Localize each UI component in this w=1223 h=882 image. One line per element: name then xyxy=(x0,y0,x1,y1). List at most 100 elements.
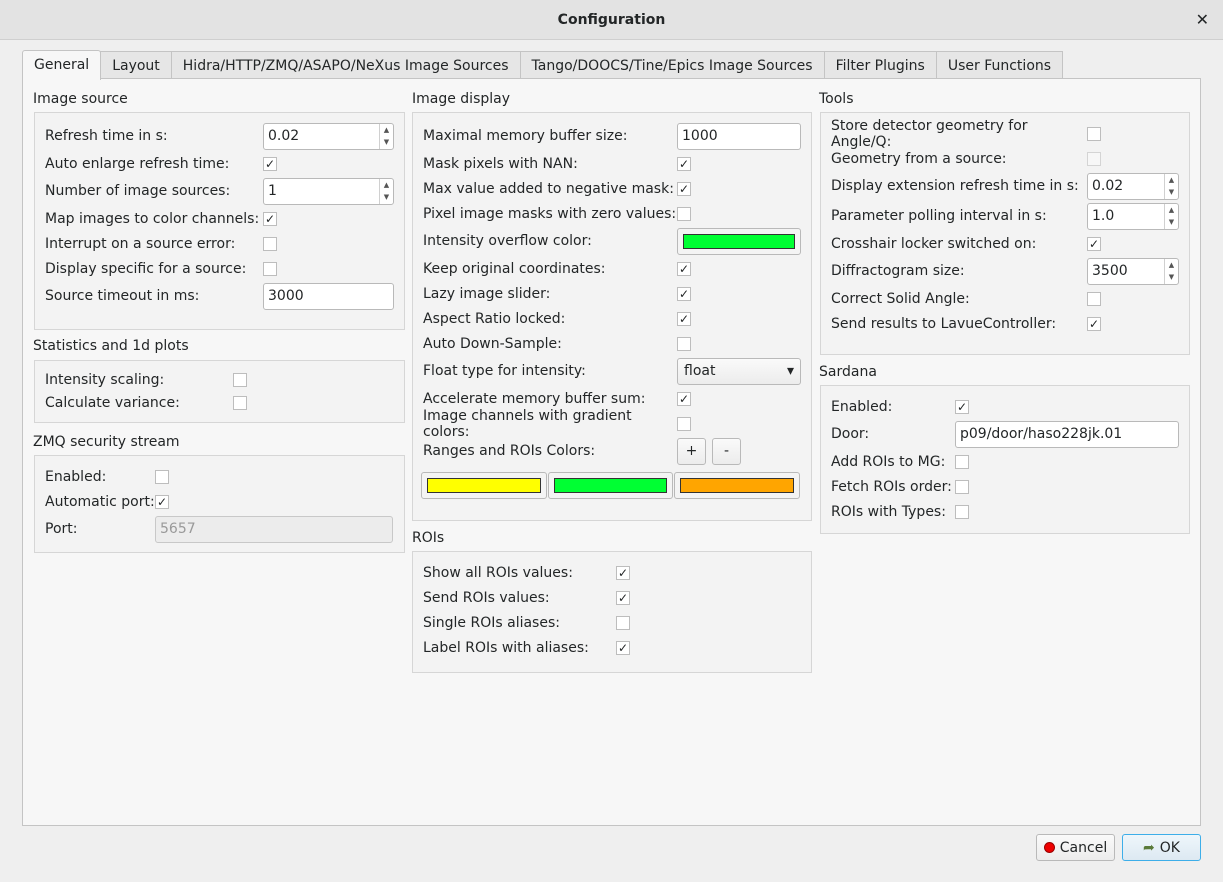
label-door: Door: xyxy=(831,426,870,442)
row-calculate-variance: Calculate variance: xyxy=(45,392,394,415)
checkbox-rois-with-types[interactable] xyxy=(955,504,969,519)
spin-arrows-icon[interactable]: ▲ ▼ xyxy=(379,178,393,204)
checkbox-single-rois-aliases[interactable] xyxy=(616,615,630,630)
checkbox-send-rois-values[interactable]: ✓ xyxy=(616,590,630,605)
row-store-detector-geometry-for-angle-q: Store detector geometry for Angle/Q: xyxy=(831,118,1179,150)
checkbox-map-images-to-color-channels[interactable]: ✓ xyxy=(263,211,277,226)
label-port: Port: xyxy=(45,521,78,537)
spin-arrows-icon[interactable]: ▲ ▼ xyxy=(379,123,393,149)
input-value: 1.0 xyxy=(1092,207,1115,224)
roi-color-button[interactable] xyxy=(547,471,674,499)
add-color-button[interactable]: + xyxy=(677,437,706,465)
checkbox-max-value-added-to-negative-mask[interactable]: ✓ xyxy=(677,181,691,196)
roi-color-button[interactable] xyxy=(674,471,801,499)
tab-tango-doocs-tine-epics-image-sources[interactable]: Tango/DOOCS/Tine/Epics Image Sources xyxy=(519,51,825,79)
close-icon[interactable]: ✕ xyxy=(1195,10,1209,29)
tab-layout[interactable]: Layout xyxy=(100,51,172,79)
label-number-of-image-sources: Number of image sources: xyxy=(45,183,231,199)
checkbox-correct-solid-angle[interactable] xyxy=(1087,291,1101,306)
row-display-extension-refresh-time-in-s: Display extension refresh time in s: 0.02… xyxy=(831,171,1179,201)
checkbox-intensity-scaling[interactable] xyxy=(233,373,247,388)
label-keep-original-coordinates: Keep original coordinates: xyxy=(423,260,606,277)
color-swatch xyxy=(680,477,795,493)
row-door: Door: p09/door/haso228jk.01 xyxy=(831,419,1179,449)
checkbox-show-all-rois-values[interactable]: ✓ xyxy=(616,565,630,580)
row-source-timeout-in-ms: Source timeout in ms: 3000 xyxy=(45,281,394,311)
checkbox-fetch-rois-order[interactable] xyxy=(955,479,969,494)
checkbox-image-channels-with-gradient-colors[interactable] xyxy=(677,416,691,431)
input-value: 5657 xyxy=(160,520,196,537)
input-maximal-memory-buffer-size[interactable]: 1000 xyxy=(677,122,801,150)
checkbox-auto-enlarge-refresh-time[interactable]: ✓ xyxy=(263,156,277,171)
tab-user-functions[interactable]: User Functions xyxy=(935,51,1064,79)
label-send-results-to-lavuecontroller: Send results to LavueController: xyxy=(831,315,1057,332)
row-mask-pixels-with-nan: Mask pixels with NAN: ✓ xyxy=(423,151,801,176)
checkbox-send-results-to-lavuecontroller[interactable]: ✓ xyxy=(1087,316,1101,331)
remove-color-button[interactable]: - xyxy=(712,437,741,465)
checkbox-add-rois-to-mg[interactable] xyxy=(955,454,969,469)
color-swatch xyxy=(553,477,668,493)
ok-icon: ➦ xyxy=(1143,839,1155,856)
tab-hidra-http-zmq-asapo-nexus-image-sources[interactable]: Hidra/HTTP/ZMQ/ASAPO/NeXus Image Sources xyxy=(170,51,521,79)
checkbox-automatic-port[interactable]: ✓ xyxy=(155,494,169,509)
checkbox-interrupt-on-a-source-error[interactable] xyxy=(263,236,277,251)
checkbox-auto-down-sample[interactable] xyxy=(677,336,691,351)
input-door[interactable]: p09/door/haso228jk.01 xyxy=(955,420,1179,448)
row-send-results-to-lavuecontroller: Send results to LavueController: ✓ xyxy=(831,311,1179,336)
tab-general[interactable]: General xyxy=(22,50,102,80)
row-lazy-image-slider: Lazy image slider: ✓ xyxy=(423,281,801,306)
spin-arrows-icon[interactable]: ▲ ▼ xyxy=(1164,258,1178,284)
tab-filter-plugins[interactable]: Filter Plugins xyxy=(823,51,937,79)
label-auto-enlarge-refresh-time: Auto enlarge refresh time: xyxy=(45,155,230,172)
row-accelerate-memory-buffer-sum: Accelerate memory buffer sum: ✓ xyxy=(423,386,801,411)
checkbox-aspect-ratio-locked[interactable]: ✓ xyxy=(677,311,691,326)
row-label-rois-with-aliases: Label ROIs with aliases: ✓ xyxy=(423,635,801,660)
row-ranges-and-rois-colors: Ranges and ROIs Colors: + - xyxy=(423,436,801,466)
checkbox-crosshair-locker-switched-on[interactable]: ✓ xyxy=(1087,236,1101,251)
label-lazy-image-slider: Lazy image slider: xyxy=(423,285,551,302)
checkbox-accelerate-memory-buffer-sum[interactable]: ✓ xyxy=(677,391,691,406)
spin-arrows-icon[interactable]: ▲ ▼ xyxy=(1164,173,1178,199)
row-keep-original-coordinates: Keep original coordinates: ✓ xyxy=(423,256,801,281)
input-value: 0.02 xyxy=(1092,177,1124,194)
checkbox-keep-original-coordinates[interactable]: ✓ xyxy=(677,261,691,276)
checkbox-mask-pixels-with-nan[interactable]: ✓ xyxy=(677,156,691,171)
row-colors xyxy=(421,470,801,500)
row-display-specific-for-a-source: Display specific for a source: xyxy=(45,256,394,281)
spinbox-diffractogram-size[interactable]: 3500 ▲ ▼ xyxy=(1087,257,1179,285)
overflow-color-button[interactable] xyxy=(677,227,801,255)
spinbox-number-of-image-sources[interactable]: 1 ▲ ▼ xyxy=(263,177,394,205)
cancel-button[interactable]: Cancel xyxy=(1036,834,1115,861)
label-intensity-overflow-color: Intensity overflow color: xyxy=(423,233,592,249)
checkbox-pixel-image-masks-with-zero-values[interactable] xyxy=(677,206,691,221)
input-source-timeout-in-ms[interactable]: 3000 xyxy=(263,282,394,310)
checkbox-store-detector-geometry-for-angle-q[interactable] xyxy=(1087,126,1101,141)
roi-color-button[interactable] xyxy=(421,471,547,499)
color-swatch xyxy=(427,477,541,493)
label-parameter-polling-interval-in-s: Parameter polling interval in s: xyxy=(831,208,1047,224)
spinbox-display-extension-refresh-time-in-s[interactable]: 0.02 ▲ ▼ xyxy=(1087,172,1179,200)
row-port: Port: 5657 xyxy=(45,514,394,544)
label-enabled: Enabled: xyxy=(45,468,107,485)
combo-float-type-for-intensity[interactable]: float ▾ xyxy=(677,357,801,385)
label-max-value-added-to-negative-mask: Max value added to negative mask: xyxy=(423,180,674,197)
label-intensity-scaling: Intensity scaling: xyxy=(45,372,165,389)
checkbox-enabled[interactable]: ✓ xyxy=(955,399,969,414)
checkbox-display-specific-for-a-source[interactable] xyxy=(263,261,277,276)
label-correct-solid-angle: Correct Solid Angle: xyxy=(831,290,970,307)
group-zmq-security-stream: Enabled: Automatic port: ✓ Port: 5657 xyxy=(34,455,405,553)
spinbox-refresh-time-in-s[interactable]: 0.02 ▲ ▼ xyxy=(263,122,394,150)
chevron-down-icon: ▾ xyxy=(786,362,794,379)
label-aspect-ratio-locked: Aspect Ratio locked: xyxy=(423,310,566,327)
input-value: 3000 xyxy=(268,287,304,304)
checkbox-lazy-image-slider[interactable]: ✓ xyxy=(677,286,691,301)
spinbox-parameter-polling-interval-in-s[interactable]: 1.0 ▲ ▼ xyxy=(1087,202,1179,230)
spin-arrows-icon[interactable]: ▲ ▼ xyxy=(1164,203,1178,229)
checkbox-label-rois-with-aliases[interactable]: ✓ xyxy=(616,640,630,655)
label-display-extension-refresh-time-in-s: Display extension refresh time in s: xyxy=(831,178,1079,194)
label-crosshair-locker-switched-on: Crosshair locker switched on: xyxy=(831,235,1037,252)
checkbox-calculate-variance[interactable] xyxy=(233,395,247,410)
ok-button[interactable]: ➦ OK xyxy=(1122,834,1201,861)
checkbox-enabled[interactable] xyxy=(155,469,169,484)
group-image-source: Refresh time in s: 0.02 ▲ ▼ Auto enlarge ref… xyxy=(34,112,405,330)
